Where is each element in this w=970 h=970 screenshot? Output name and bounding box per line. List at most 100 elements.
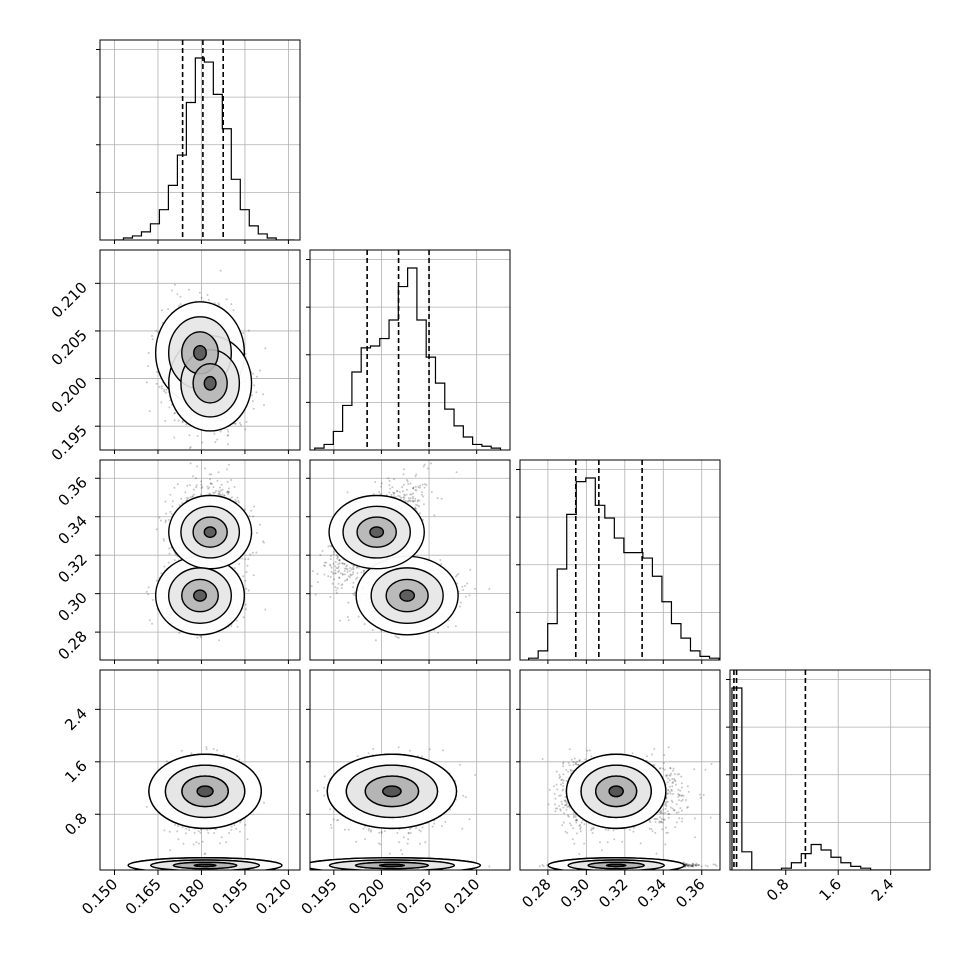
sample-point [199, 493, 202, 496]
sample-point [208, 486, 211, 489]
sample-point [169, 510, 172, 513]
sample-point [201, 441, 204, 444]
sample-point [181, 420, 184, 423]
sample-point [192, 493, 195, 496]
sample-point [178, 631, 181, 634]
sample-point [248, 515, 251, 518]
histogram-panel-2 [310, 250, 510, 450]
sample-point [155, 382, 158, 385]
sample-point [219, 486, 221, 489]
sample-point [199, 635, 202, 638]
sample-point [262, 540, 264, 543]
sample-point [241, 557, 244, 560]
sample-point [173, 283, 176, 286]
sample-point [160, 572, 163, 575]
sample-point [225, 491, 228, 494]
sample-point [163, 539, 165, 542]
sample-point [217, 490, 220, 493]
sample-point [230, 303, 233, 306]
sample-point [151, 338, 154, 341]
sample-point [164, 521, 167, 524]
sample-point [239, 423, 242, 426]
sample-point [187, 497, 190, 500]
sample-point [212, 486, 215, 488]
sample-point [250, 394, 253, 397]
sample-point [207, 298, 210, 301]
sample-point [173, 412, 176, 415]
sample-point [189, 462, 192, 465]
sample-point [220, 489, 222, 492]
sample-point [228, 491, 231, 493]
sample-point [155, 528, 158, 531]
sample-point [195, 486, 198, 489]
sample-point [232, 309, 235, 312]
sample-point [238, 563, 241, 565]
sample-point [252, 407, 255, 410]
sample-point [173, 419, 176, 422]
sample-point [259, 523, 261, 526]
sample-point [164, 420, 167, 422]
sample-point [262, 393, 264, 396]
sample-point [226, 428, 229, 431]
sample-point [177, 304, 180, 307]
sample-point [245, 421, 248, 423]
sample-point [213, 302, 216, 305]
sample-point [164, 519, 167, 522]
sample-point [158, 386, 161, 388]
sample-point [233, 422, 236, 425]
sample-point [189, 496, 192, 499]
sample-point [245, 587, 248, 590]
sample-point [226, 468, 229, 471]
histogram-steps [528, 477, 720, 660]
sample-point [228, 487, 230, 490]
sample-point [207, 487, 210, 490]
sample-point [163, 390, 166, 393]
sample-point [186, 484, 189, 487]
sample-point [245, 571, 248, 573]
sample-point [253, 384, 256, 387]
density-contour [193, 344, 207, 361]
sample-point [244, 428, 247, 431]
sample-point [206, 294, 209, 296]
sample-point [234, 498, 237, 501]
sample-point [168, 547, 171, 550]
sample-point [242, 332, 245, 334]
sample-point [155, 329, 158, 332]
sample-point [164, 391, 167, 394]
sample-point [227, 493, 230, 495]
sample-point [167, 518, 170, 521]
sample-point [242, 575, 245, 578]
sample-point [221, 493, 224, 496]
sample-point [221, 488, 224, 491]
sample-point [215, 490, 217, 492]
sample-point [145, 381, 148, 384]
sample-point [249, 553, 252, 556]
sample-point [201, 486, 204, 489]
sample-point [200, 296, 203, 299]
sample-point [259, 369, 261, 372]
sample-point [226, 490, 229, 493]
sample-point [195, 484, 198, 487]
panel-frame [729, 669, 931, 871]
sample-point [185, 496, 188, 499]
sample-point [255, 531, 258, 534]
sample-point [170, 512, 173, 515]
panel-frame [99, 39, 301, 241]
sample-point [223, 494, 226, 497]
sample-point [191, 495, 194, 498]
sample-point [168, 552, 171, 555]
sample-point [159, 519, 162, 522]
sample-point [148, 410, 151, 413]
sample-point [162, 538, 165, 540]
sample-point [189, 446, 192, 449]
sample-point [250, 509, 253, 512]
sample-point [219, 430, 222, 433]
panel-frame [519, 459, 721, 661]
sample-point [177, 419, 180, 422]
panel-frame [309, 249, 511, 451]
sample-point [226, 481, 229, 483]
sample-point [226, 434, 229, 437]
sample-point [220, 483, 223, 486]
histogram-steps [314, 267, 502, 450]
